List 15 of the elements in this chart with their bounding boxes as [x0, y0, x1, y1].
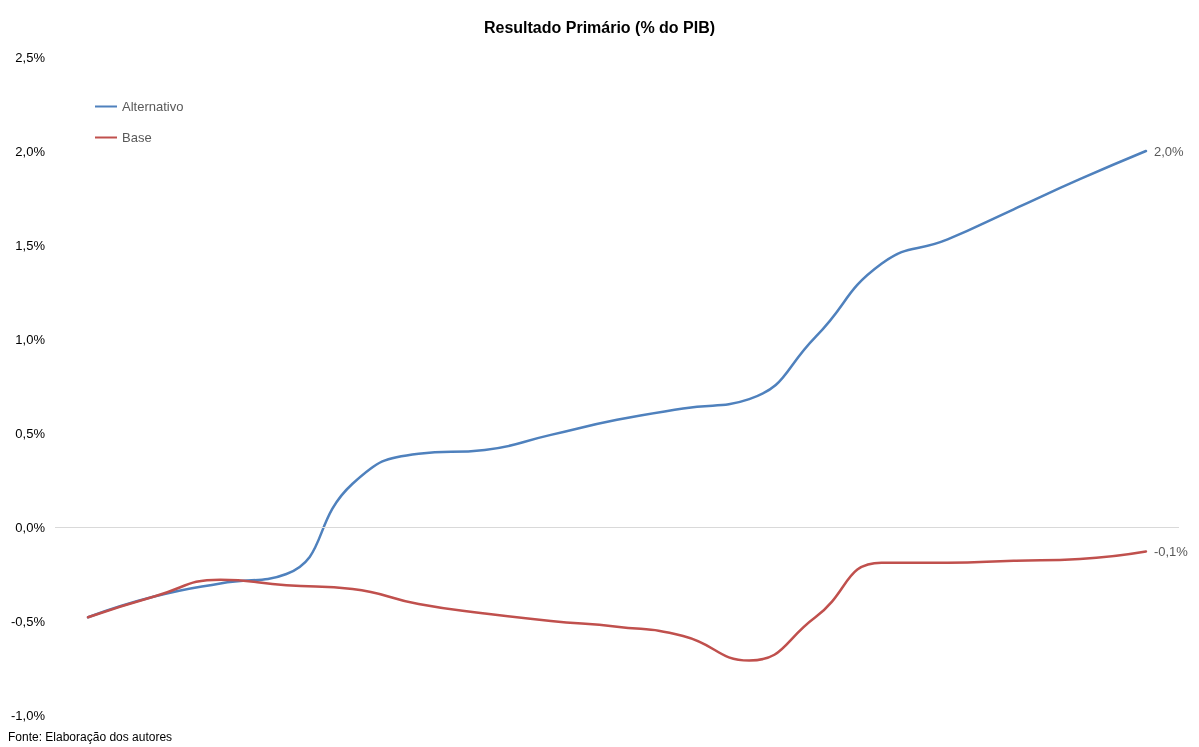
y-tick-label: 1,0%	[15, 331, 46, 347]
y-tick-label: 0,5%	[15, 425, 46, 441]
legend-label: Base	[122, 130, 152, 145]
y-tick-label: -1,0%	[11, 707, 46, 723]
source-note: Fonte: Elaboração dos autores	[8, 730, 173, 744]
chart-title: Resultado Primário (% do PIB)	[483, 18, 716, 36]
y-tick-label: -0,5%	[11, 613, 46, 629]
y-tick-label: 2,0%	[15, 143, 46, 159]
data-label: -0,1%	[1153, 543, 1189, 559]
line-series	[86, 550, 1148, 662]
data-label: 2,0%	[1153, 143, 1185, 159]
y-tick-label: 0,0%	[15, 519, 46, 535]
legend-label: Alternativo	[122, 99, 184, 114]
y-tick-label: 2,5%	[15, 49, 46, 65]
y-tick-label: 1,5%	[15, 237, 46, 253]
